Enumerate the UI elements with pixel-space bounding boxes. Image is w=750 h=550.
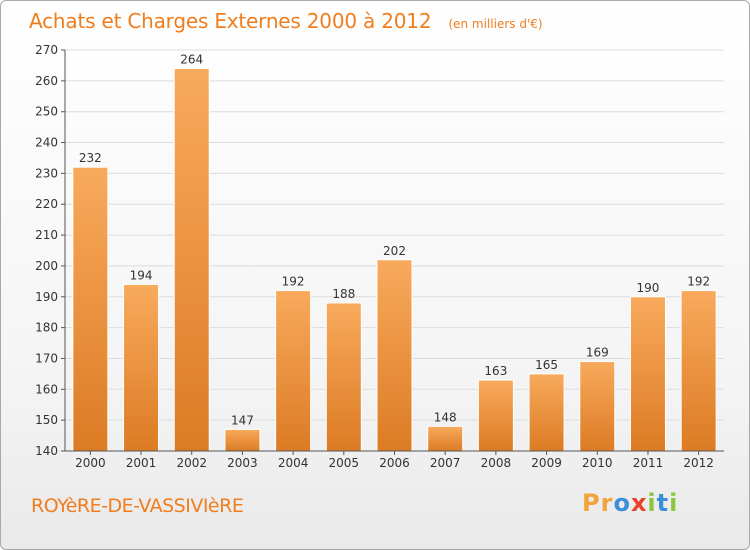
value-label: 192: [687, 275, 710, 289]
x-tick-label: 2001: [126, 456, 157, 470]
y-tick-label: 140: [35, 444, 58, 458]
y-tick-label: 160: [35, 382, 58, 396]
chart-subtitle: (en milliers d'€): [448, 17, 543, 31]
value-label: 163: [484, 364, 507, 378]
value-labels: 232 194 264 147 192 188 202 148 163 165 169 190 192: [79, 53, 710, 428]
y-tick-label: 200: [35, 259, 58, 273]
logo-letter: r: [600, 489, 614, 517]
value-label: 192: [282, 275, 305, 289]
value-label: 148: [434, 410, 457, 424]
value-label: 190: [637, 281, 660, 295]
bar: [173, 68, 210, 452]
value-label: 202: [383, 244, 406, 258]
bar: [629, 296, 666, 452]
x-tick-label: 2011: [633, 456, 664, 470]
y-tick-label: 210: [35, 228, 58, 242]
x-tick-label: 2009: [531, 456, 562, 470]
y-tick-label: 180: [35, 321, 58, 335]
bar: [376, 259, 413, 452]
value-label: 169: [586, 346, 609, 360]
value-label: 194: [130, 268, 153, 282]
commune-name: ROYèRE-DE-VASSIVIèRE: [31, 495, 244, 517]
bar: [275, 290, 312, 452]
y-axis-ticks: 140 150 160 170 180 190 200 210 220 230 240 250 260 2…: [35, 43, 65, 458]
logo-letter: t: [656, 489, 670, 517]
value-label: 264: [180, 53, 203, 67]
value-label: 232: [79, 151, 102, 165]
y-tick-label: 240: [35, 136, 58, 150]
x-tick-label: 2008: [481, 456, 512, 470]
value-label: 165: [535, 358, 558, 372]
bar: [477, 379, 514, 452]
value-label: 188: [332, 287, 355, 301]
bar: [680, 290, 717, 452]
x-tick-label: 2002: [176, 456, 207, 470]
logo-letter: i: [647, 489, 657, 517]
x-tick-label: 2003: [227, 456, 258, 470]
bar: [528, 373, 565, 452]
x-tick-label: 2004: [278, 456, 309, 470]
x-tick-label: 2012: [683, 456, 714, 470]
y-tick-label: 250: [35, 105, 58, 119]
bar: [579, 361, 616, 452]
x-tick-label: 2007: [430, 456, 461, 470]
x-tick-label: 2006: [379, 456, 410, 470]
chart-header: Achats et Charges Externes 2000 à 2012 (…: [29, 9, 543, 33]
logo-letter: o: [613, 489, 631, 517]
x-tick-label: 2010: [582, 456, 613, 470]
bar: [427, 425, 464, 452]
proxiti-logo: Proxiti: [582, 489, 678, 517]
y-tick-label: 190: [35, 290, 58, 304]
y-tick-label: 260: [35, 74, 58, 88]
x-axis-ticks: 2000 2001 2002 2003 2004 2005 2006 2007 2008 2009…: [75, 451, 714, 470]
y-tick-label: 270: [35, 43, 58, 57]
chart-title: Achats et Charges Externes 2000 à 2012: [29, 9, 432, 33]
x-tick-label: 2000: [75, 456, 106, 470]
bar: [123, 283, 160, 452]
bar: [72, 166, 109, 452]
bar-series: [72, 68, 717, 452]
bar: [224, 428, 261, 452]
logo-letter: P: [582, 489, 601, 517]
logo-letter: i: [669, 489, 679, 517]
logo-letter: x: [630, 489, 648, 517]
value-label: 147: [231, 413, 254, 427]
y-tick-label: 170: [35, 351, 58, 365]
y-tick-label: 150: [35, 413, 58, 427]
bar: [325, 302, 362, 452]
y-tick-label: 230: [35, 166, 58, 180]
y-tick-label: 220: [35, 197, 58, 211]
x-tick-label: 2005: [329, 456, 360, 470]
